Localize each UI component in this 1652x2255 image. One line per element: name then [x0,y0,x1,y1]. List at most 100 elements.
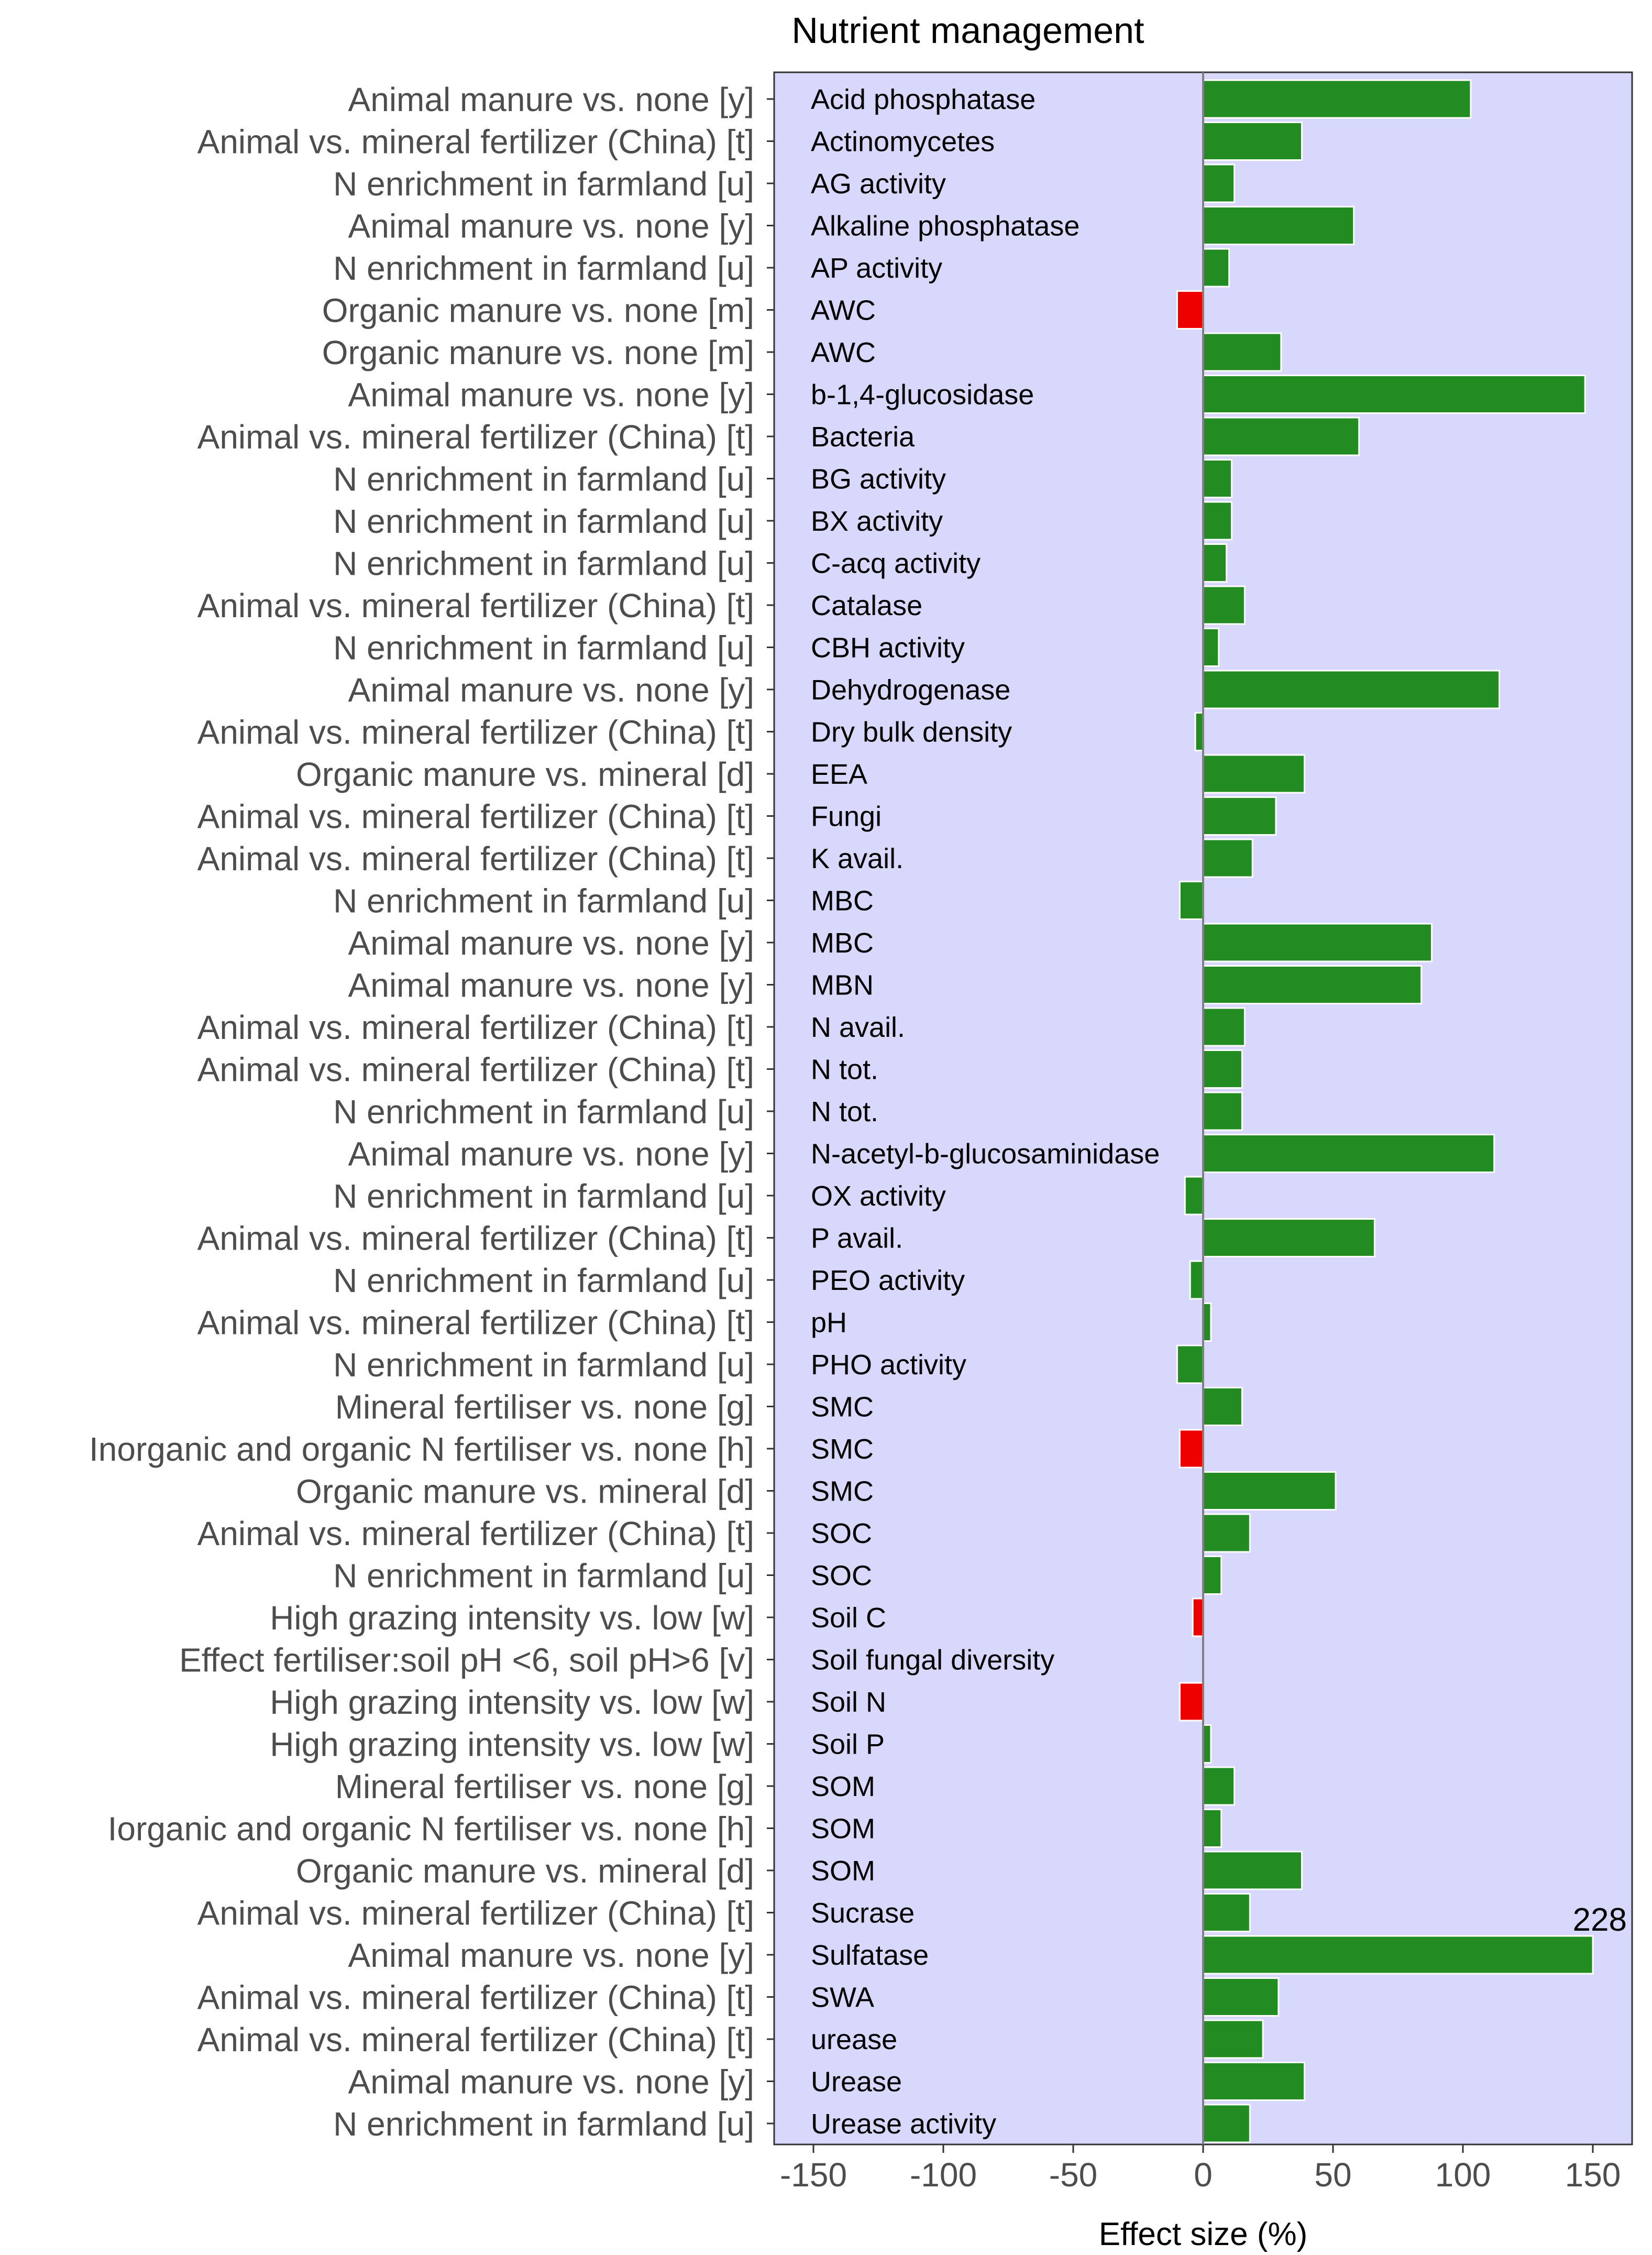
variable-label: AG activity [811,168,946,200]
variable-label: Actinomycetes [811,126,995,158]
variable-label: urease [811,2024,897,2055]
bar [1202,2062,1305,2101]
comparison-label: Mineral fertiliser vs. none [g] [335,1388,754,1426]
variable-label: MBC [811,885,874,917]
bar [1202,1218,1375,1257]
variable-label: N tot. [811,1096,878,1128]
comparison-label: Animal vs. mineral fertilizer (China) [t… [197,587,754,625]
comparison-label: High grazing intensity vs. low [w] [270,1726,754,1764]
variable-label: Sulfatase [811,1940,929,1971]
variable-label: Alkaline phosphatase [811,211,1080,242]
comparison-label: Animal vs. mineral fertilizer (China) [t… [197,1979,754,2017]
bar [1194,712,1204,751]
comparison-label: N enrichment in farmland [u] [333,545,754,583]
comparison-label: Inorganic and organic N fertiliser vs. n… [89,1430,754,1468]
comparison-label: Animal vs. mineral fertilizer (China) [t… [197,1895,754,1932]
comparison-label: Animal manure vs. none [y] [348,1936,754,1974]
variable-label: SOM [811,1771,875,1802]
x-tick-label: -100 [910,2156,977,2194]
comparison-label: Mineral fertiliser vs. none [g] [335,1768,754,1805]
clipped-value-annotation: 228 [1573,1902,1627,1938]
comparison-label: N enrichment in farmland [u] [333,502,754,540]
variable-label: AWC [811,337,876,368]
comparison-label: Animal manure vs. none [y] [348,1135,754,1173]
comparison-label: Effect fertiliser:soil pH <6, soil pH>6 … [179,1641,754,1679]
comparison-label: Animal vs. mineral fertilizer (China) [t… [197,714,754,751]
comparison-label: Animal manure vs. none [y] [348,2063,754,2101]
x-tick-label: 0 [1194,2156,1213,2194]
variable-label: Dry bulk density [811,717,1012,748]
variable-label: Soil fungal diversity [811,1645,1054,1676]
variable-label: Bacteria [811,421,915,453]
comparison-label: Animal manure vs. none [y] [348,207,754,245]
variable-label: SOM [811,1813,875,1845]
bar [1202,1724,1212,1764]
comparison-label: Animal vs. mineral fertilizer (China) [t… [197,798,754,836]
variable-label: Acid phosphatase [811,84,1036,115]
comparison-label: High grazing intensity vs. low [w] [270,1599,754,1637]
bar [1179,1429,1204,1469]
variable-label: N-acetyl-b-glucosaminidase [811,1139,1160,1170]
variable-label: N avail. [811,1012,905,1043]
comparison-label: N enrichment in farmland [u] [333,1557,754,1595]
bar [1202,838,1253,878]
bar [1202,1049,1243,1089]
comparison-label: High grazing intensity vs. low [w] [270,1683,754,1721]
variable-label: PEO activity [811,1265,965,1296]
variable-label: C-acq activity [811,548,981,579]
comparison-label: N enrichment in farmland [u] [333,629,754,667]
comparison-label: N enrichment in farmland [u] [333,165,754,203]
variable-label: N tot. [811,1054,878,1086]
variable-label: MBN [811,970,874,1001]
x-axis: -150 -100 -50 0 50 100 150 [780,2144,1621,2194]
comparison-label: Animal vs. mineral fertilizer (China) [t… [197,1515,754,1552]
bar [1202,1977,1280,2017]
comparison-label: Animal vs. mineral fertilizer (China) [t… [197,418,754,456]
bar [1192,1597,1204,1637]
comparison-label: Animal vs. mineral fertilizer (China) [t… [197,1009,754,1046]
variable-label: Catalase [811,590,922,621]
x-tick-label: 100 [1435,2156,1491,2194]
bar [1202,1893,1251,1932]
comparison-label: N enrichment in farmland [u] [333,1346,754,1384]
variable-label: SOC [811,1518,872,1549]
variable-label: AP activity [811,253,942,284]
bar [1202,1471,1337,1510]
comparison-label: Animal vs. mineral fertilizer (China) [t… [197,2021,754,2059]
comparison-label: N enrichment in farmland [u] [333,249,754,287]
variable-label: SMC [811,1433,874,1465]
bar [1202,1556,1223,1595]
bar [1202,2019,1264,2059]
variable-label: K avail. [811,843,904,874]
comparison-label: N enrichment in farmland [u] [333,1177,754,1215]
bar [1202,332,1282,372]
comparison-label: Organic manure vs. none [m] [322,334,754,371]
comparison-label: N enrichment in farmland [u] [333,2105,754,2143]
bar [1202,1134,1495,1173]
bar [1202,417,1360,456]
variable-label: pH [811,1307,847,1339]
bars-layer [1176,79,1594,2143]
x-axis-title: Effect size (%) [1099,2216,1308,2252]
comparison-label: Animal manure vs. none [y] [348,967,754,1004]
variable-label: SMC [811,1392,874,1423]
bar [1202,206,1355,245]
bar [1202,670,1500,709]
bar [1202,1091,1243,1131]
comparison-label: N enrichment in farmland [u] [333,1093,754,1131]
bar [1202,2104,1251,2143]
comparison-label: Animal manure vs. none [y] [348,924,754,962]
variable-label: Fungi [811,801,882,833]
bar [1202,628,1220,667]
variable-label: EEA [811,759,867,790]
variable-label: P avail. [811,1223,903,1254]
comparison-label: Iorganic and organic N fertiliser vs. no… [108,1810,754,1848]
variable-label: b-1,4-glucosidase [811,379,1034,411]
bar [1202,459,1233,498]
bar [1202,122,1303,161]
bar [1202,1809,1223,1848]
variable-label: SMC [811,1476,874,1507]
bar [1202,923,1433,962]
variable-label: MBC [811,927,874,959]
